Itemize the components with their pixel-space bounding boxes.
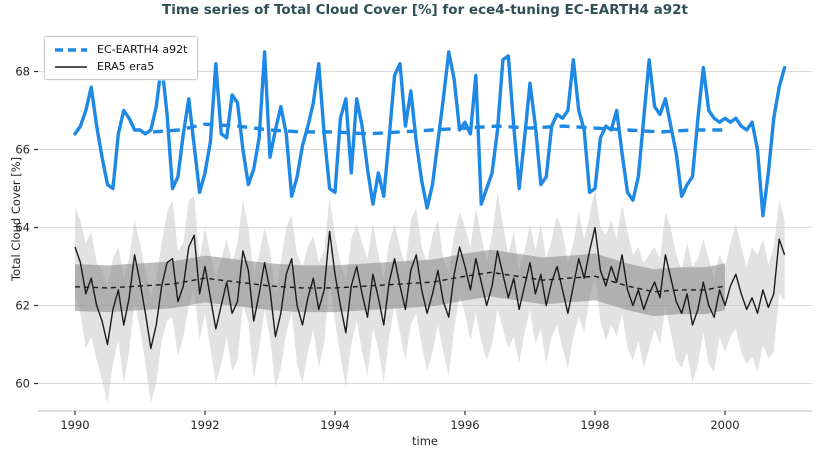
svg-text:1996: 1996 [450, 418, 479, 432]
svg-text:68: 68 [15, 65, 30, 79]
x-axis-label: time [412, 434, 438, 448]
legend-swatch-solid-line-icon [55, 65, 87, 68]
legend-item-ec-earth4: EC-EARTH4 a92t [53, 41, 187, 58]
legend-label-era5: ERA5 era5 [97, 60, 155, 73]
svg-text:1992: 1992 [190, 418, 219, 432]
svg-text:1990: 1990 [60, 418, 89, 432]
svg-text:1998: 1998 [580, 418, 609, 432]
legend: EC-EARTH4 a92t ERA5 era5 [44, 36, 199, 80]
svg-text:66: 66 [15, 143, 30, 157]
legend-label-ec-earth4: EC-EARTH4 a92t [97, 43, 188, 56]
chart-title: Time series of Total Cloud Cover [%] for… [162, 2, 688, 18]
svg-text:60: 60 [15, 377, 30, 391]
svg-text:62: 62 [15, 299, 30, 313]
svg-text:2000: 2000 [710, 418, 739, 432]
svg-text:1994: 1994 [320, 418, 349, 432]
svg-text:64: 64 [15, 221, 30, 235]
y-axis-label: Total Cloud Cover [%] [9, 156, 23, 282]
legend-swatch-dashed-line-icon [55, 47, 87, 52]
legend-item-era5: ERA5 era5 [53, 58, 187, 75]
